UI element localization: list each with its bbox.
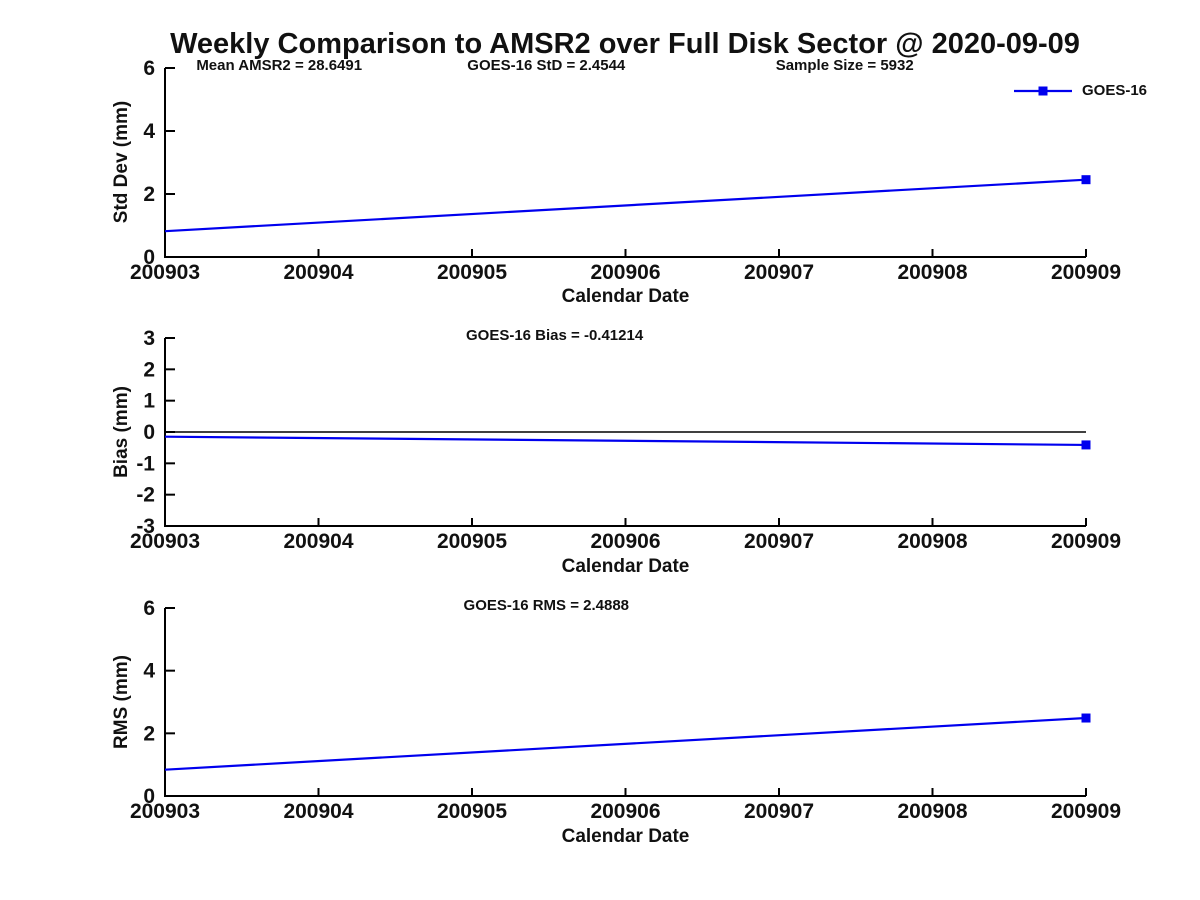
y-tick-label: 4 <box>143 120 155 143</box>
series-end-marker <box>1081 175 1091 185</box>
y-tick-label: -2 <box>136 484 155 507</box>
x-tick-label: 200904 <box>283 261 353 284</box>
y-tick-label: 6 <box>143 57 155 80</box>
y-axis-label-bias: Bias (mm) <box>111 386 132 478</box>
y-axis-label-rms: RMS (mm) <box>111 655 132 749</box>
x-tick-label: 200908 <box>897 530 967 553</box>
y-tick-label: -1 <box>136 452 155 475</box>
x-tick-label: 200909 <box>1051 530 1121 553</box>
legend-square-marker <box>1038 86 1048 95</box>
x-tick-label: 200903 <box>130 261 200 284</box>
x-tick-label: 200907 <box>744 261 814 284</box>
x-tick-label: 200909 <box>1051 800 1121 823</box>
x-tick-label: 200906 <box>590 261 660 284</box>
series-line <box>164 716 1087 771</box>
y-tick-label: -3 <box>136 515 155 538</box>
x-tick-label: 200906 <box>590 800 660 823</box>
y-tick-label: 2 <box>143 722 155 745</box>
x-axis-label-top: Calendar Date <box>561 286 690 307</box>
y-tick-label: 6 <box>143 597 155 620</box>
x-tick-label: 200903 <box>130 800 200 823</box>
chart-annotation: Mean AMSR2 = 28.6491 <box>196 57 362 74</box>
x-tick-label: 200908 <box>897 800 967 823</box>
y-tick-label: 4 <box>143 660 155 683</box>
series-line <box>164 178 1087 233</box>
x-tick-label: 200904 <box>283 530 353 553</box>
x-tick-label: 200905 <box>437 530 507 553</box>
y-tick-label: 0 <box>143 246 155 269</box>
x-tick-label: 200907 <box>744 800 814 823</box>
y-tick-label: 0 <box>143 421 155 444</box>
y-tick-label: 2 <box>143 183 155 206</box>
legend-label: GOES-16 <box>1082 82 1148 99</box>
x-tick-label: 200905 <box>437 800 507 823</box>
legend-sample <box>1014 86 1072 95</box>
legend: GOES-16 <box>1012 82 1147 99</box>
chart-1: -3 -2 -1 0 1 2 3 200903 200904 200905 200906 200907… <box>130 327 1121 553</box>
x-axis-label-middle: Calendar Date <box>561 556 690 577</box>
y-tick-label: 0 <box>143 785 155 808</box>
series-end-marker <box>1081 713 1091 723</box>
y-axis-label-stddev: Std Dev (mm) <box>111 100 132 224</box>
chart-0: 0 2 4 6 200903 200904 200905 200906 200907 200908… <box>130 57 1121 284</box>
series-line <box>164 435 1087 447</box>
axis-spines <box>164 608 1086 797</box>
figure-title: Weekly Comparison to AMSR2 over Full Dis… <box>170 28 1080 60</box>
chart-2: 0 2 4 6 200903 200904 200905 200906 200907 200908… <box>130 597 1121 823</box>
x-tick-label: 200909 <box>1051 261 1121 284</box>
x-tick-label: 200907 <box>744 530 814 553</box>
series-end-marker <box>1081 440 1091 450</box>
chart-annotation: GOES-16 StD = 2.4544 <box>467 57 626 74</box>
x-tick-label: 200904 <box>283 800 353 823</box>
x-tick-label: 200908 <box>897 261 967 284</box>
x-tick-label: 200906 <box>590 530 660 553</box>
x-tick-label: 200905 <box>437 261 507 284</box>
x-axis-label-bottom: Calendar Date <box>561 826 690 847</box>
chart-annotation: Sample Size = 5932 <box>776 57 914 74</box>
y-tick-label: 3 <box>143 327 155 350</box>
y-tick-label: 1 <box>143 390 155 413</box>
chart-annotation: GOES-16 Bias = -0.41214 <box>466 327 644 344</box>
chart-annotation: GOES-16 RMS = 2.4888 <box>464 597 630 614</box>
y-tick-label: 2 <box>143 358 155 381</box>
axis-spines <box>164 68 1086 258</box>
x-tick-label: 200903 <box>130 530 200 553</box>
